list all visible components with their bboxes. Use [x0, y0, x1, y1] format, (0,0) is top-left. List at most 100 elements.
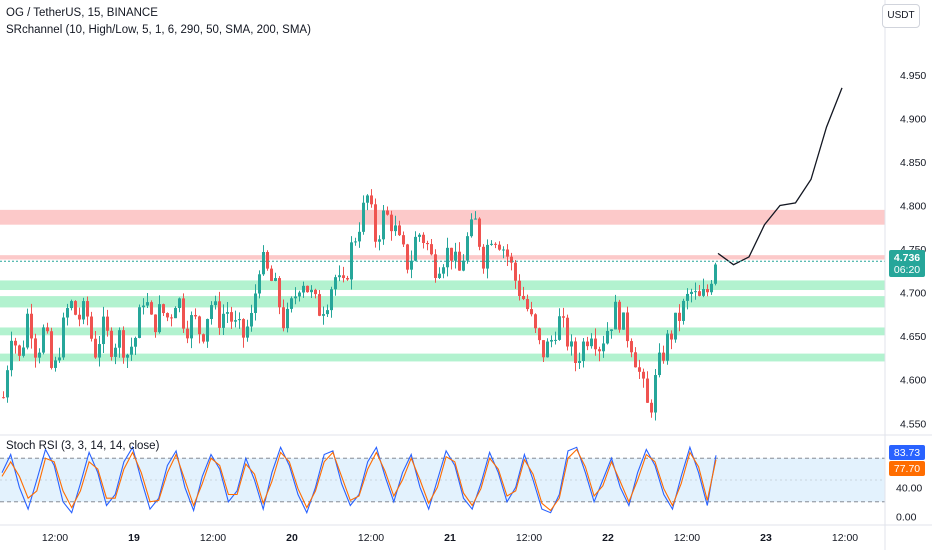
time-tick: 12:00	[832, 532, 858, 544]
price-tick: 4.800	[900, 201, 926, 213]
candle	[430, 238, 433, 256]
candle	[254, 284, 257, 321]
candles	[2, 189, 717, 421]
resistance-zone	[0, 255, 885, 260]
rsi-tick: 40.00	[896, 482, 922, 494]
candle	[486, 239, 489, 279]
candle	[266, 250, 269, 271]
candle	[662, 345, 665, 364]
time-tick: 22	[602, 532, 614, 544]
candle	[582, 337, 585, 368]
candle	[474, 211, 477, 220]
candle	[354, 237, 357, 246]
candle	[422, 232, 425, 249]
candle	[366, 194, 369, 211]
candle	[22, 340, 25, 358]
candle	[242, 318, 245, 348]
candle	[290, 296, 293, 313]
candle	[50, 327, 53, 370]
candle	[478, 217, 481, 251]
candle	[110, 327, 113, 361]
candle	[394, 215, 397, 236]
candle	[62, 312, 65, 360]
candle	[74, 300, 77, 316]
resistance-zone	[0, 209, 885, 225]
candle	[10, 331, 13, 377]
candle	[34, 333, 37, 368]
candle	[262, 245, 265, 276]
candle	[14, 337, 17, 354]
candle	[26, 308, 29, 350]
candle	[198, 315, 201, 344]
candle	[546, 338, 549, 358]
candle	[590, 333, 593, 349]
candle	[42, 324, 45, 355]
time-tick: 12:00	[200, 532, 226, 544]
candle	[374, 198, 377, 248]
candle	[358, 222, 361, 248]
candle	[54, 356, 57, 372]
candle	[622, 312, 625, 330]
candle	[562, 307, 565, 328]
candle	[518, 274, 521, 301]
candle	[406, 243, 409, 274]
indicator-title[interactable]: SRchannel (10, High/Low, 5, 1, 6, 290, 5…	[6, 24, 311, 36]
candle	[350, 236, 353, 290]
candle	[466, 232, 469, 264]
candle	[154, 314, 157, 338]
candle	[566, 314, 569, 351]
rsi-tick: 0.00	[896, 511, 917, 523]
candle	[130, 337, 133, 361]
candle	[446, 237, 449, 277]
candle	[690, 288, 693, 303]
candle	[534, 313, 537, 333]
candle	[414, 231, 417, 262]
candle	[274, 272, 277, 282]
k-value: 83.73	[894, 447, 920, 459]
time-tick: 12:00	[42, 532, 68, 544]
candle	[398, 220, 401, 237]
candle	[578, 352, 581, 369]
candle	[150, 300, 153, 315]
candle	[310, 285, 313, 298]
candle	[706, 284, 709, 297]
symbol-title[interactable]: OG / TetherUS, 15, BINANCE	[6, 7, 158, 19]
candle	[434, 249, 437, 283]
candle	[558, 308, 561, 341]
candle	[682, 298, 685, 325]
candle	[206, 318, 209, 348]
candle	[714, 262, 717, 286]
candle	[30, 303, 33, 349]
candle	[418, 233, 421, 242]
candle	[482, 244, 485, 274]
candle	[18, 344, 21, 362]
candle	[382, 204, 385, 245]
candle	[442, 264, 445, 279]
time-tick: 23	[760, 532, 772, 544]
candle	[334, 274, 337, 296]
candle	[614, 294, 617, 330]
candle	[626, 306, 629, 348]
currency-button[interactable]: USDT	[882, 4, 920, 28]
d-badge: 77.70	[889, 461, 925, 476]
candle	[642, 368, 645, 388]
candle	[554, 331, 557, 345]
candle	[670, 330, 673, 350]
candle	[618, 299, 621, 333]
candle	[494, 242, 497, 249]
stoch-rsi-title[interactable]: Stoch RSI (3, 3, 14, 14, close)	[6, 440, 160, 452]
candle	[634, 347, 637, 368]
candle	[178, 297, 181, 313]
price-tick: 4.600	[900, 375, 926, 387]
candle	[330, 286, 333, 318]
time-tick: 21	[444, 532, 456, 544]
candle	[606, 322, 609, 345]
price-badge: 4.736 06:20	[889, 250, 925, 277]
candle	[238, 312, 241, 329]
candle	[218, 291, 221, 335]
candle	[298, 290, 301, 302]
candle	[678, 304, 681, 332]
candle	[402, 231, 405, 247]
support-zone	[0, 296, 885, 308]
